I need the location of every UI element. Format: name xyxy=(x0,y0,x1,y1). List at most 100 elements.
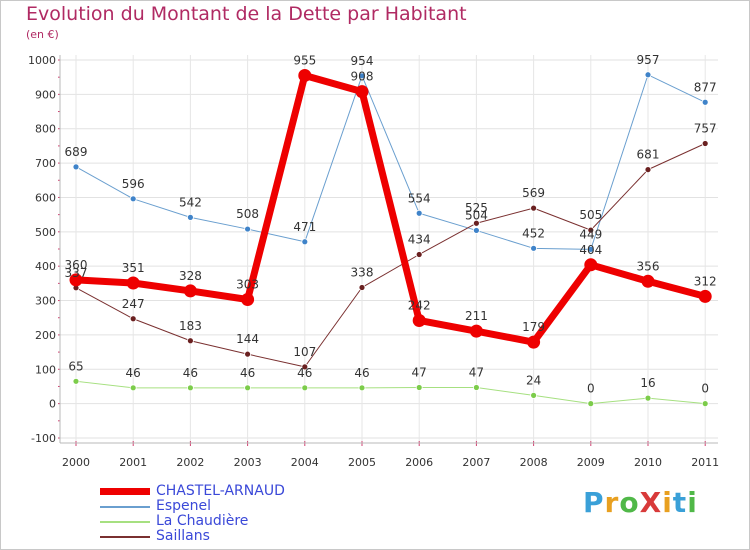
data-label-chastel-arnaud: 404 xyxy=(579,243,602,257)
data-label-saillans: 505 xyxy=(579,208,602,222)
data-point-la-chaudi-re xyxy=(358,384,366,392)
data-point-chastel-arnaud xyxy=(698,289,712,303)
data-label-saillans: 144 xyxy=(236,332,259,346)
legend-swatch xyxy=(100,520,150,523)
data-label-espenel: 596 xyxy=(122,177,145,191)
y-tick-label: 400 xyxy=(35,260,56,273)
data-point-chastel-arnaud xyxy=(412,313,426,327)
data-label-espenel: 957 xyxy=(637,53,660,67)
legend-item-la-chaudi-re: La Chaudière xyxy=(100,514,285,529)
data-point-espenel xyxy=(472,227,480,234)
data-point-chastel-arnaud xyxy=(241,293,255,307)
data-point-espenel xyxy=(644,71,652,79)
data-label-saillans: 338 xyxy=(351,265,374,279)
data-point-la-chaudi-re xyxy=(701,400,709,408)
logo-letter: t xyxy=(672,486,688,519)
data-label-la-chaudi-re: 0 xyxy=(587,382,595,396)
data-point-saillans xyxy=(701,140,709,147)
data-label-saillans: 569 xyxy=(522,186,545,200)
data-label-la-chaudi-re: 47 xyxy=(412,365,427,379)
data-point-chastel-arnaud xyxy=(298,68,312,82)
data-label-la-chaudi-re: 65 xyxy=(68,359,83,373)
logo-letter: o xyxy=(619,486,640,519)
data-label-espenel: 449 xyxy=(579,227,602,241)
logo-letter: i xyxy=(687,486,698,519)
x-tick-label: 2001 xyxy=(119,456,147,469)
data-point-saillans xyxy=(644,166,652,174)
x-tick-label: 2010 xyxy=(634,456,662,469)
data-point-saillans xyxy=(301,363,309,371)
data-label-chastel-arnaud: 312 xyxy=(694,274,717,288)
data-label-saillans: 525 xyxy=(465,201,488,215)
logo-letter: r xyxy=(604,486,620,519)
data-label-chastel-arnaud: 955 xyxy=(293,53,316,67)
data-label-saillans: 757 xyxy=(694,122,717,136)
y-tick-label: 800 xyxy=(35,123,56,136)
chart-title: Evolution du Montant de la Dette par Hab… xyxy=(26,3,467,25)
data-point-chastel-arnaud xyxy=(183,284,197,298)
data-point-la-chaudi-re xyxy=(530,391,537,399)
legend-item-chastel-arnaud: CHASTEL-ARNAUD xyxy=(100,484,285,499)
data-point-espenel xyxy=(530,244,537,252)
data-label-espenel: 504 xyxy=(465,208,488,222)
legend-swatch xyxy=(100,535,150,538)
y-tick-label: 700 xyxy=(35,157,56,170)
data-point-chastel-arnaud xyxy=(469,324,483,338)
legend-swatch xyxy=(100,488,150,495)
data-label-chastel-arnaud: 356 xyxy=(637,259,660,273)
data-point-chastel-arnaud xyxy=(584,258,598,272)
proxiti-logo: ProXiti xyxy=(583,486,698,519)
data-label-la-chaudi-re: 0 xyxy=(701,382,709,396)
data-label-saillans: 247 xyxy=(122,297,145,311)
legend-label: La Chaudière xyxy=(156,513,249,529)
data-label-espenel: 877 xyxy=(694,80,717,94)
data-point-saillans xyxy=(129,315,137,323)
data-label-chastel-arnaud: 211 xyxy=(465,309,488,323)
data-point-espenel xyxy=(129,195,137,203)
chart-subtitle: (en €) xyxy=(26,28,59,41)
data-point-la-chaudi-re xyxy=(472,384,480,391)
data-point-la-chaudi-re xyxy=(587,400,595,408)
data-label-la-chaudi-re: 46 xyxy=(183,366,198,380)
y-tick-label: -100 xyxy=(31,432,56,445)
x-tick-label: 2000 xyxy=(62,456,90,469)
series-line-saillans xyxy=(75,143,706,368)
data-label-chastel-arnaud: 328 xyxy=(179,269,202,283)
x-tick-label: 2009 xyxy=(577,456,605,469)
data-label-saillans: 107 xyxy=(293,345,316,359)
legend-label: CHASTEL-ARNAUD xyxy=(156,483,285,499)
data-point-chastel-arnaud xyxy=(641,274,655,288)
data-point-la-chaudi-re xyxy=(186,384,194,392)
data-point-chastel-arnaud xyxy=(355,85,369,99)
data-point-saillans xyxy=(472,219,480,227)
data-point-espenel xyxy=(72,163,80,171)
data-label-saillans: 681 xyxy=(637,148,660,162)
data-label-saillans: 434 xyxy=(408,232,431,246)
data-point-espenel xyxy=(701,98,709,106)
data-label-chastel-arnaud: 242 xyxy=(408,298,431,312)
series-group xyxy=(69,68,712,408)
data-point-la-chaudi-re xyxy=(244,384,252,392)
data-label-la-chaudi-re: 46 xyxy=(126,366,141,380)
data-label-saillans: 183 xyxy=(179,319,202,333)
x-tick-label: 2007 xyxy=(462,456,490,469)
x-tick-label: 2006 xyxy=(405,456,433,469)
x-tick-label: 2005 xyxy=(348,456,376,469)
y-tick-label: 900 xyxy=(35,88,56,101)
data-point-saillans xyxy=(530,204,537,212)
data-label-espenel: 542 xyxy=(179,195,202,209)
data-point-saillans xyxy=(415,251,423,258)
data-label-chastel-arnaud: 360 xyxy=(65,258,88,272)
data-point-saillans xyxy=(358,284,366,291)
data-point-espenel xyxy=(244,225,252,233)
data-label-espenel: 689 xyxy=(65,145,88,159)
y-tick-label: 0 xyxy=(49,398,56,411)
y-tick-label: 300 xyxy=(35,295,56,308)
legend-label: Saillans xyxy=(156,528,210,544)
data-point-espenel xyxy=(301,238,309,246)
y-tick-label: 100 xyxy=(35,363,56,376)
data-label-la-chaudi-re: 46 xyxy=(240,366,255,380)
data-label-la-chaudi-re: 46 xyxy=(297,366,312,380)
x-tick-label: 2002 xyxy=(176,456,204,469)
data-label-chastel-arnaud: 351 xyxy=(122,261,145,275)
